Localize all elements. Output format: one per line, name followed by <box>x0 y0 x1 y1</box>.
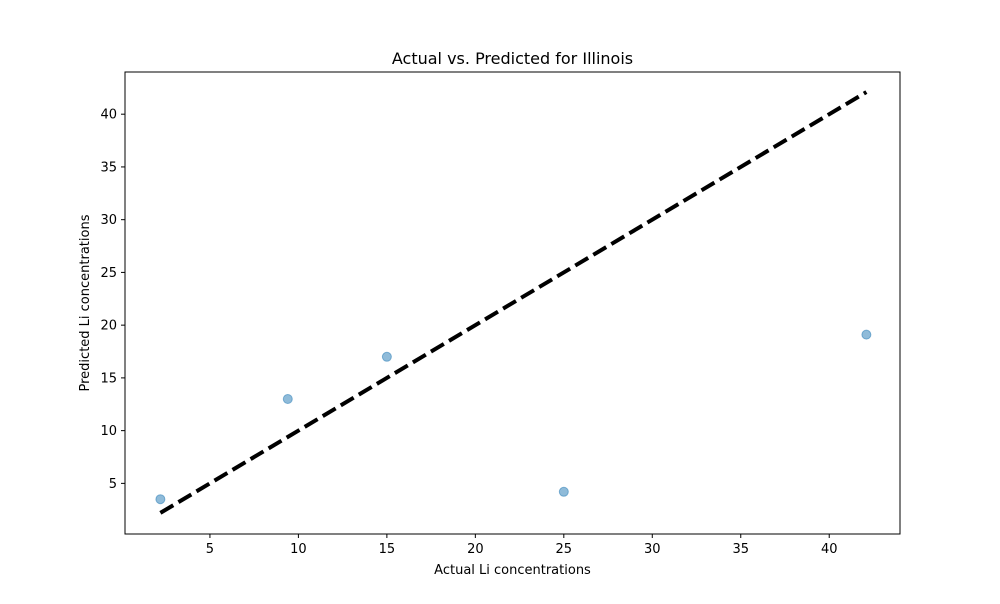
x-tick-label: 10 <box>290 542 307 557</box>
y-tick-label: 20 <box>100 319 117 334</box>
x-tick-label: 40 <box>821 542 838 557</box>
scatter-point <box>381 351 392 362</box>
y-tick-label: 35 <box>100 160 117 175</box>
scatter-point <box>861 329 872 340</box>
y-tick-label: 5 <box>109 477 117 492</box>
x-axis-ticks: 5 10 15 20 25 30 35 40 <box>206 534 838 557</box>
y-tick-label: 40 <box>100 108 117 123</box>
x-tick-label: 5 <box>206 542 214 557</box>
y-axis-ticks: 5 10 15 20 25 30 35 40 <box>100 108 125 492</box>
x-tick-label: 25 <box>556 542 573 557</box>
y-tick-label: 25 <box>100 266 117 281</box>
chart-title: Actual vs. Predicted for Illinois <box>392 49 633 68</box>
scatter-point <box>155 494 166 505</box>
x-tick-label: 30 <box>644 542 661 557</box>
y-axis-label: Predicted Li concentrations <box>78 214 93 391</box>
reference-line <box>159 90 868 515</box>
x-tick-label: 15 <box>379 542 396 557</box>
x-tick-label: 20 <box>467 542 484 557</box>
x-axis-label: Actual Li concentrations <box>434 563 591 578</box>
y-tick-label: 10 <box>100 424 117 439</box>
scatter-point <box>282 393 293 404</box>
y-tick-label: 30 <box>100 213 117 228</box>
x-tick-label: 35 <box>732 542 749 557</box>
y-tick-label: 15 <box>100 371 117 386</box>
scatter-point <box>558 486 569 497</box>
data-points <box>155 329 872 505</box>
